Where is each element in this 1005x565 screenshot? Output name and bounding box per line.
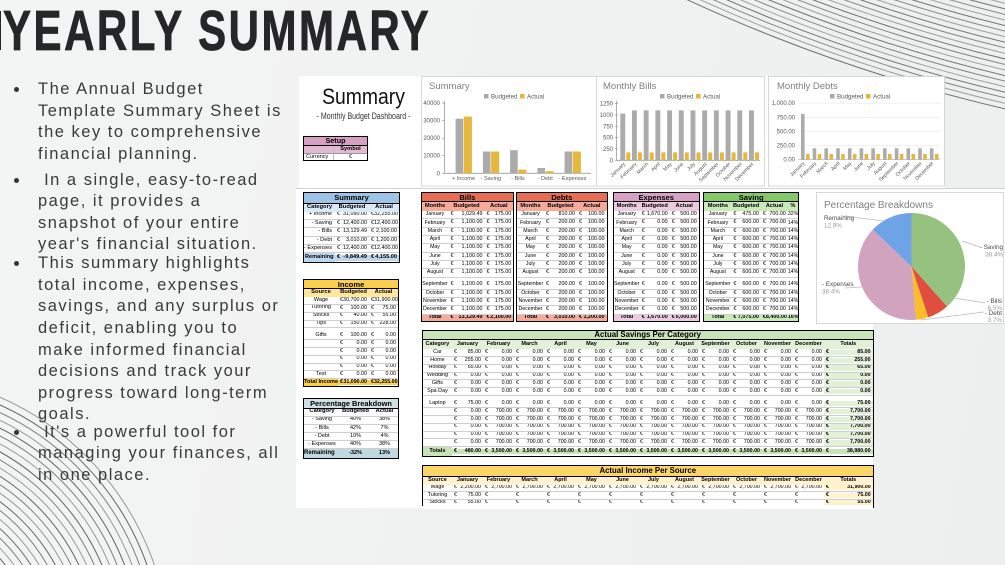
- svg-text:- Bills: - Bills: [987, 298, 1002, 305]
- svg-text:500: 500: [603, 136, 614, 142]
- svg-text:40000: 40000: [423, 101, 440, 107]
- svg-text:- Debt: - Debt: [538, 176, 554, 182]
- svg-text:0: 0: [437, 171, 441, 177]
- svg-text:750: 750: [603, 124, 614, 130]
- svg-text:Budgeted: Budgeted: [491, 93, 518, 100]
- svg-text:30000: 30000: [423, 119, 440, 125]
- svg-text:38.4%: 38.4%: [822, 289, 840, 296]
- svg-text:Summary: Summary: [429, 81, 470, 92]
- svg-text:Percentage Breakdowns: Percentage Breakdowns: [824, 200, 933, 211]
- svg-text:Remaining: Remaining: [824, 215, 855, 222]
- svg-text:20000: 20000: [423, 136, 440, 142]
- svg-text:Actual: Actual: [703, 93, 720, 100]
- svg-text:Budgeted: Budgeted: [667, 93, 694, 100]
- svg-text:+ Income: + Income: [452, 176, 475, 182]
- svg-text:3.7%: 3.7%: [988, 317, 1003, 324]
- svg-text:1250: 1250: [600, 102, 614, 108]
- svg-text:July: July: [866, 160, 877, 171]
- svg-text:1000: 1000: [600, 113, 614, 119]
- svg-text:0: 0: [610, 158, 614, 164]
- svg-text:750.00: 750.00: [777, 115, 796, 121]
- svg-text:- Expenses: - Expenses: [822, 281, 854, 288]
- svg-text:July: July: [686, 161, 697, 172]
- svg-text:250: 250: [603, 147, 614, 153]
- svg-text:Actual: Actual: [873, 93, 890, 100]
- svg-text:April: April: [650, 161, 662, 173]
- svg-text:- Saving: - Saving: [481, 176, 502, 182]
- svg-text:May: May: [842, 160, 853, 171]
- svg-text:April: April: [830, 161, 842, 173]
- svg-text:Actual: Actual: [527, 93, 544, 100]
- svg-text:1,000.00: 1,000.00: [772, 101, 796, 107]
- svg-text:Budgeted: Budgeted: [837, 93, 864, 100]
- svg-text:- Bills: - Bills: [511, 176, 525, 182]
- svg-text:6.5%: 6.5%: [988, 305, 1003, 312]
- svg-text:38.4%: 38.4%: [985, 252, 1003, 259]
- svg-text:Monthly Bills: Monthly Bills: [603, 81, 657, 92]
- svg-text:10000: 10000: [423, 154, 440, 160]
- svg-text:250.00: 250.00: [777, 144, 796, 150]
- svg-text:May: May: [662, 161, 673, 172]
- svg-text:- Debt: - Debt: [985, 310, 1002, 317]
- svg-text:500.00: 500.00: [777, 129, 796, 135]
- svg-text:- Expenses: - Expenses: [559, 176, 587, 182]
- svg-text:- Saving: - Saving: [980, 244, 1004, 251]
- svg-text:12.9%: 12.9%: [824, 223, 842, 230]
- svg-text:0.00: 0.00: [783, 158, 795, 164]
- svg-text:Monthly Debts: Monthly Debts: [777, 81, 838, 92]
